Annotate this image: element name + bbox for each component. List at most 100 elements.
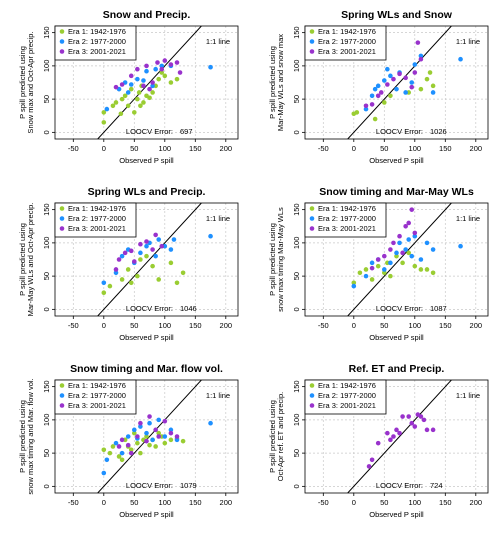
point-era-1 <box>412 263 418 269</box>
point-era-1 <box>128 447 134 453</box>
point-era-3 <box>144 438 149 444</box>
y-tick-label: 150 <box>292 203 301 216</box>
point-era-3 <box>403 75 408 81</box>
point-era-1 <box>162 440 168 446</box>
point-era-3 <box>415 40 421 45</box>
point-era-3 <box>135 434 140 439</box>
y-tick-label: 0 <box>42 307 51 311</box>
y-tick-label: 100 <box>42 414 51 427</box>
point-era-3 <box>174 60 180 65</box>
panel-3: Spring WLs and Precip. -50 0 50 100 150 200 0 50… <box>18 186 239 342</box>
point-era-1 <box>101 447 107 453</box>
x-tick-label: 200 <box>220 321 233 330</box>
loocv-error-value: 1026 <box>430 127 447 136</box>
legend-label: Era 2: 1977-2000 <box>68 37 126 46</box>
legend-label: Era 2: 1977-2000 <box>318 37 376 46</box>
point-era-2 <box>113 440 119 446</box>
x-tick-label: 0 <box>102 144 106 153</box>
y-tick-label: 150 <box>42 380 51 393</box>
point-era-3 <box>412 230 418 236</box>
point-era-2 <box>113 270 119 276</box>
point-era-2 <box>168 427 174 433</box>
point-era-3 <box>369 102 375 107</box>
point-era-1 <box>125 267 131 272</box>
point-era-2 <box>156 237 161 242</box>
point-era-2 <box>385 66 390 72</box>
legend-label: Era 1: 1942-1976 <box>318 381 376 390</box>
x-axis-label: Observed P spill <box>369 510 424 519</box>
point-era-1 <box>107 450 113 456</box>
point-era-2 <box>147 420 152 426</box>
point-era-3 <box>409 207 415 212</box>
one-to-one-line <box>97 26 202 139</box>
y-axis-label: P spill predicted using <box>268 46 277 119</box>
point-era-2 <box>153 66 158 72</box>
legend-label: Era 1: 1942-1976 <box>68 204 126 213</box>
point-era-1 <box>141 100 146 105</box>
point-era-2 <box>397 240 402 246</box>
panel-title: Ref. ET and Precip. <box>349 363 445 375</box>
loocv-error-label: LOOCV Error: <box>126 304 173 313</box>
point-era-2 <box>132 427 137 433</box>
point-era-2 <box>101 470 107 476</box>
legend-label: Era 3: 2001-2021 <box>318 224 376 233</box>
point-era-3 <box>116 257 122 262</box>
y-tick-label: 0 <box>292 307 301 311</box>
one-to-one-label: 1:1 line <box>456 391 480 400</box>
y-tick-label: 100 <box>292 237 301 250</box>
point-era-1 <box>372 116 378 122</box>
x-tick-label: 200 <box>220 144 233 153</box>
point-era-2 <box>458 243 463 249</box>
legend-marker-era-3 <box>309 403 315 408</box>
one-to-one-line <box>347 26 452 139</box>
point-era-2 <box>153 253 158 259</box>
y-axis-label: snow max timing Mar-May WLs <box>276 207 285 312</box>
point-era-3 <box>378 90 384 95</box>
point-era-3 <box>125 442 131 448</box>
y-tick-label: 50 <box>42 272 51 280</box>
point-era-3 <box>116 444 122 449</box>
point-era-3 <box>375 440 381 446</box>
point-era-3 <box>153 232 158 238</box>
point-era-3 <box>412 424 418 429</box>
x-axis-label: Observed P spill <box>119 333 174 342</box>
one-to-one-line <box>347 380 452 493</box>
x-tick-label: 200 <box>470 498 483 507</box>
panel-2: Spring WLs and Snow -50 0 50 100 150 200 0 50 100… <box>268 9 489 165</box>
legend-box <box>54 379 137 415</box>
legend-label: Era 3: 2001-2021 <box>68 224 126 233</box>
point-era-1 <box>174 280 180 286</box>
x-tick-label: 100 <box>409 144 422 153</box>
point-era-2 <box>119 253 125 259</box>
y-tick-label: 100 <box>292 414 301 427</box>
point-era-2 <box>156 417 161 423</box>
loocv-error-value: 724 <box>430 481 443 490</box>
point-era-3 <box>159 66 165 72</box>
y-tick-label: 0 <box>42 484 51 488</box>
point-era-3 <box>366 464 372 469</box>
point-era-1 <box>132 110 137 115</box>
point-era-1 <box>168 260 174 266</box>
point-era-3 <box>144 239 149 244</box>
legend-marker-era-3 <box>309 226 315 231</box>
point-era-2 <box>150 437 155 443</box>
point-era-1 <box>138 450 143 456</box>
point-era-3 <box>418 414 424 419</box>
point-era-3 <box>128 450 134 456</box>
point-era-3 <box>113 267 119 272</box>
point-era-1 <box>156 430 161 436</box>
x-tick-label: -50 <box>318 321 329 330</box>
legend-marker-era-1 <box>309 206 315 211</box>
point-era-3 <box>159 243 165 249</box>
point-era-2 <box>101 280 107 286</box>
point-era-3 <box>153 427 158 433</box>
point-era-2 <box>382 267 387 272</box>
y-tick-label: 100 <box>42 237 51 250</box>
loocv-error-value: 697 <box>180 127 193 136</box>
y-axis-label: Mar-May WLs and Oct-Apr precip. <box>26 203 35 317</box>
x-axis-label: Observed P spill <box>369 156 424 165</box>
point-era-1 <box>400 260 405 266</box>
point-era-2 <box>208 233 213 239</box>
point-era-2 <box>171 237 177 242</box>
point-era-3 <box>430 427 436 433</box>
